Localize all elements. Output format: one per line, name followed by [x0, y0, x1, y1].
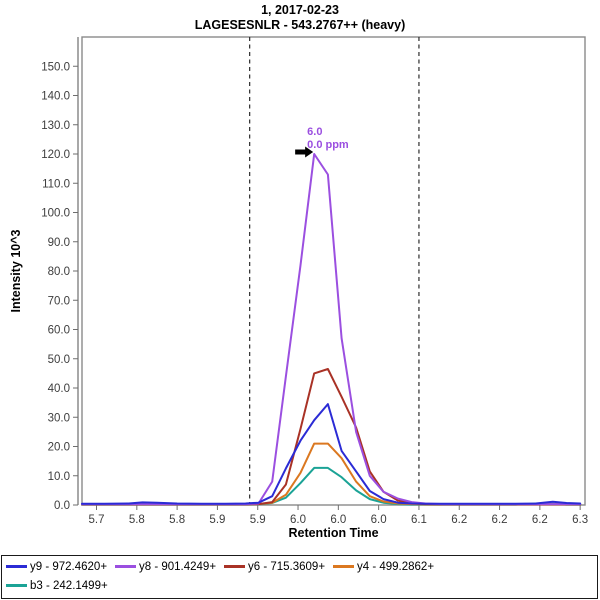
- y-tick-label: 70.0: [48, 295, 70, 307]
- x-tick-label: 6.0: [371, 514, 387, 526]
- chromatogram-plot[interactable]: 0.0 10.0 20.0 30.0 40.0 50.0 60.0 70.0 80.0 90.0 1…: [0, 0, 600, 555]
- x-tick-label: 5.9: [209, 514, 225, 526]
- legend-item-y6: y6 - 715.3609+: [224, 561, 331, 573]
- legend-row: y9 - 972.4620+ y8 - 901.4249+ y6 - 715.360…: [4, 557, 595, 576]
- best-peak-arrow-icon: [295, 146, 314, 158]
- legend-item-y9: y9 - 972.4620+: [6, 561, 113, 573]
- y-tick-label: 90.0: [48, 237, 70, 249]
- x-tick-label: 6.2: [492, 514, 508, 526]
- legend-label-y8: y8 - 901.4249+: [139, 560, 217, 573]
- y-tick-label: 0.0: [54, 500, 70, 512]
- legend-swatch-y6-icon: [224, 565, 245, 568]
- x-tick-label: 5.8: [169, 514, 185, 526]
- legend-item-b3: b3 - 242.1499+: [6, 580, 113, 592]
- x-tick-label: 6.0: [330, 514, 346, 526]
- y-tick-label: 40.0: [48, 383, 70, 395]
- annotation-retention-time: 6.0: [307, 126, 322, 138]
- x-tick-label: 5.8: [129, 514, 145, 526]
- x-tick-label: 6.1: [411, 514, 427, 526]
- chart-title-peptide: LAGESESNLR - 543.2767++ (heavy): [194, 18, 406, 32]
- y-tick-label: 50.0: [48, 354, 70, 366]
- trace-y9: [81, 403, 582, 505]
- legend: y9 - 972.4620+ y8 - 901.4249+ y6 - 715.360…: [1, 555, 598, 599]
- y-tick-label: 60.0: [48, 325, 70, 337]
- legend-row: b3 - 242.1499+: [4, 576, 595, 595]
- x-axis-title: Retention Time: [288, 526, 378, 540]
- x-tick-label: 6.2: [451, 514, 467, 526]
- y-tick-label: 110.0: [42, 178, 70, 190]
- chart-title-replicate: 1, 2017-02-23: [261, 3, 339, 17]
- x-tick-label: 6.3: [572, 514, 588, 526]
- y-tick-label: 80.0: [48, 266, 70, 278]
- y-tick-label: 100.0: [41, 208, 70, 220]
- y-tick-label: 30.0: [48, 412, 70, 424]
- legend-item-y8: y8 - 901.4249+: [115, 561, 222, 573]
- y-tick-label: 120.0: [41, 149, 70, 161]
- plot-area[interactable]: [81, 36, 586, 506]
- y-axis-title: Intensity 10^3: [9, 229, 23, 312]
- x-tick-label: 5.7: [89, 514, 105, 526]
- legend-item-y4: y4 - 499.2862+: [333, 561, 440, 573]
- legend-label-b3: b3 - 242.1499+: [30, 579, 108, 592]
- y-tick-label: 140.0: [41, 91, 70, 103]
- legend-label-y6: y6 - 715.3609+: [248, 560, 326, 573]
- legend-label-y4: y4 - 499.2862+: [357, 560, 435, 573]
- x-tick-label: 6.2: [532, 514, 548, 526]
- legend-swatch-y9-icon: [6, 565, 27, 568]
- y-tick-label: 10.0: [48, 471, 70, 483]
- y-tick-label: 130.0: [41, 120, 70, 132]
- x-tick-label: 6.0: [290, 514, 306, 526]
- y-tick-label: 20.0: [48, 442, 70, 454]
- annotation-mass-error: 0.0 ppm: [307, 139, 349, 151]
- x-tick-label: 5.9: [250, 514, 266, 526]
- y-tick-label: 150.0: [41, 61, 70, 73]
- legend-label-y9: y9 - 972.4620+: [30, 560, 108, 573]
- legend-swatch-y8-icon: [115, 565, 136, 568]
- legend-swatch-b3-icon: [6, 584, 27, 587]
- chart-title-block: 1, 2017-02-23 LAGESESNLR - 543.2767++ (h…: [0, 3, 600, 33]
- legend-swatch-y4-icon: [333, 565, 354, 568]
